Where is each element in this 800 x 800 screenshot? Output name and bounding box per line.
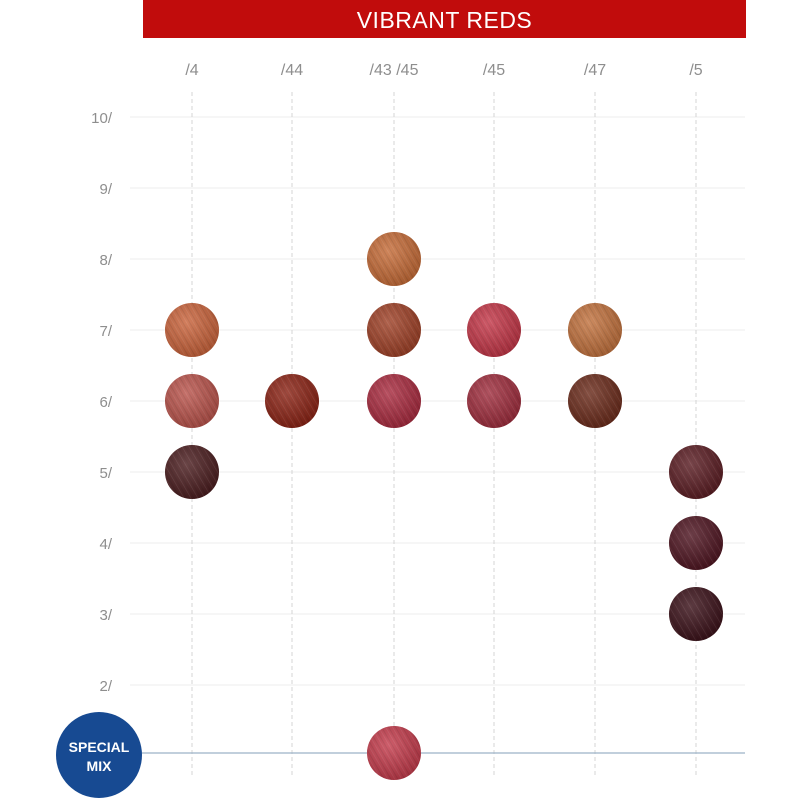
color-swatch	[669, 516, 723, 570]
swatch-shade	[467, 303, 521, 357]
swatch-shade	[367, 303, 421, 357]
swatch-shade	[669, 516, 723, 570]
special-mix-badge: SPECIAL MIX	[56, 712, 142, 798]
color-swatch	[367, 303, 421, 357]
swatch-shade	[165, 303, 219, 357]
color-swatch	[669, 445, 723, 499]
row-labels: 10/9/8/7/6/5/4/3/2/	[91, 110, 113, 695]
row-label: 6/	[99, 394, 112, 411]
special-mix-line1: SPECIAL	[69, 739, 130, 755]
swatch-shade	[367, 232, 421, 286]
color-swatch	[568, 374, 622, 428]
color-swatch	[165, 374, 219, 428]
swatch-shade	[568, 374, 622, 428]
chart-title: VIBRANT REDS	[356, 7, 533, 33]
special-mix-line2: MIX	[87, 758, 113, 774]
row-label: 9/	[99, 181, 112, 198]
row-label: 10/	[91, 110, 113, 127]
chart-grid	[130, 92, 745, 775]
color-swatches	[165, 232, 723, 780]
column-label: /44	[281, 62, 303, 79]
swatch-shade	[165, 445, 219, 499]
color-swatch	[265, 374, 319, 428]
swatch-shade	[467, 374, 521, 428]
row-label: 3/	[99, 607, 112, 624]
swatch-shade	[367, 374, 421, 428]
swatch-shade	[367, 726, 421, 780]
color-swatch	[367, 374, 421, 428]
row-label: 4/	[99, 536, 112, 553]
color-swatch	[467, 303, 521, 357]
swatch-shade	[568, 303, 622, 357]
column-label: /4	[185, 62, 198, 79]
row-label: 5/	[99, 465, 112, 482]
column-label: /45	[483, 62, 505, 79]
column-labels: /4/44/43 /45/45/47/5	[185, 62, 702, 79]
color-swatch	[467, 374, 521, 428]
column-label: /47	[584, 62, 606, 79]
special-mix-circle	[56, 712, 142, 798]
color-swatch	[367, 232, 421, 286]
color-swatch	[165, 303, 219, 357]
row-label: 7/	[99, 323, 112, 340]
color-swatch	[165, 445, 219, 499]
color-swatch	[568, 303, 622, 357]
color-swatch	[669, 587, 723, 641]
swatch-shade	[165, 374, 219, 428]
swatch-shade	[669, 445, 723, 499]
swatch-shade	[265, 374, 319, 428]
swatch-shade	[669, 587, 723, 641]
color-swatch	[367, 726, 421, 780]
column-label: /43 /45	[370, 62, 419, 79]
column-label: /5	[689, 62, 702, 79]
row-label: 2/	[99, 678, 112, 695]
chart-title-banner: VIBRANT REDS	[143, 0, 746, 38]
row-label: 8/	[99, 252, 112, 269]
